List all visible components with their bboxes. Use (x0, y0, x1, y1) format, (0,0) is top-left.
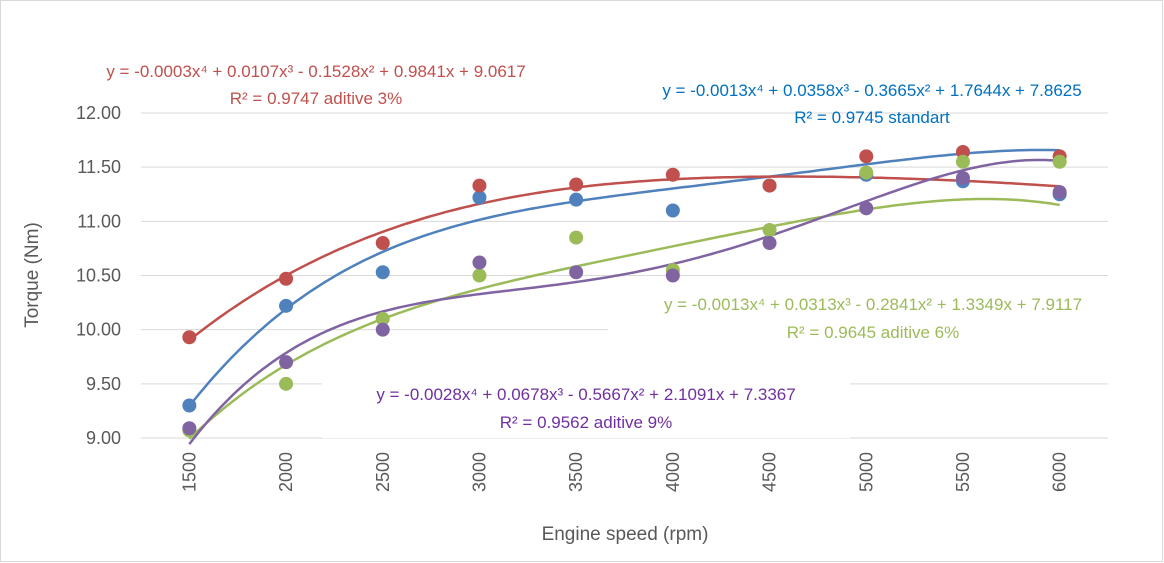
equation-label-aditive-3: y = -0.0003x⁴ + 0.0107x³ - 0.1528x² + 0.… (106, 62, 525, 108)
trendline-aditive-9- (188, 158, 1060, 445)
data-point-aditive-9- (1052, 185, 1067, 200)
y-axis-title: Torque (Nm) (22, 222, 43, 328)
equation-label-aditive-6: y = -0.0013x⁴ + 0.0313x³ - 0.2841x² + 1.… (608, 290, 1144, 348)
y-tick-label: 11.00 (77, 211, 121, 231)
equation-label-standart: y = -0.0013x⁴ + 0.0358x³ - 0.3665x² + 1.… (662, 81, 1081, 127)
data-point-aditive-3- (955, 145, 970, 159)
gridlines (141, 112, 1108, 439)
y-tick-label: 9.50 (86, 374, 121, 394)
x-tick-label: 4000 (663, 452, 683, 492)
x-tick-label: 3500 (566, 452, 586, 492)
data-point-aditive-3- (665, 167, 680, 182)
y-axis-ticks: 9.00 9.50 10.00 10.50 11.00 11.50 12.00 (76, 103, 121, 448)
data-point-aditive-3- (472, 178, 487, 193)
y-tick-label: 11.50 (77, 157, 121, 177)
equation-standart: y = -0.0013x⁴ + 0.0358x³ - 0.3665x² + 1.… (662, 81, 1081, 100)
data-point-aditive-9- (955, 171, 970, 185)
data-point-aditive-9- (279, 355, 294, 370)
data-point-aditive-6- (859, 165, 874, 180)
data-points (182, 145, 1067, 438)
r2-aditive-6: R² = 0.9645 aditive 6% (787, 323, 959, 342)
x-tick-label: 2000 (276, 452, 296, 492)
data-point-aditive-9- (182, 421, 197, 436)
data-point-aditive-3- (859, 149, 874, 164)
data-point-aditive-6- (375, 311, 390, 326)
data-point-aditive-9- (472, 255, 487, 270)
x-tick-label: 4500 (760, 452, 780, 492)
x-tick-label: 6000 (1050, 452, 1070, 492)
equation-aditive-3: y = -0.0003x⁴ + 0.0107x³ - 0.1528x² + 0.… (106, 62, 525, 81)
data-point-aditive-6- (472, 268, 487, 283)
data-point-standart (375, 265, 390, 280)
data-point-aditive-9- (569, 265, 584, 280)
x-tick-label: 2500 (373, 452, 393, 492)
r2-standart: R² = 0.9745 standart (794, 108, 950, 127)
equation-aditive-9: y = -0.0028x⁴ + 0.0678x³ - 0.5667x² + 2.… (376, 385, 795, 404)
data-point-aditive-9- (762, 236, 777, 250)
x-axis-ticks: 1500 2000 2500 3000 3500 4000 4500 5000 5500 6000 (179, 452, 1069, 492)
data-point-standart (182, 398, 197, 413)
data-point-standart (472, 190, 487, 205)
data-point-standart (665, 203, 680, 218)
x-tick-label: 1500 (179, 452, 199, 492)
x-tick-label: 5000 (856, 452, 876, 492)
equation-aditive-6: y = -0.0013x⁴ + 0.0313x³ - 0.2841x² + 1.… (664, 295, 1082, 314)
equation-label-aditive-9: y = -0.0028x⁴ + 0.0678x³ - 0.5667x² + 2.… (322, 380, 850, 438)
x-tick-label: 3000 (469, 452, 489, 492)
data-point-aditive-3- (762, 178, 777, 193)
r2-aditive-3: R² = 0.9747 aditive 3% (230, 89, 402, 108)
x-axis-title: Engine speed (rpm) (542, 524, 709, 545)
data-point-aditive-3- (375, 236, 390, 250)
data-point-aditive-9- (375, 322, 390, 337)
data-point-aditive-9- (859, 201, 874, 216)
data-point-standart (569, 192, 584, 207)
data-point-aditive-6- (955, 154, 970, 169)
y-tick-label: 10.50 (76, 266, 121, 286)
data-point-aditive-6- (1052, 154, 1067, 169)
y-tick-label: 9.00 (86, 428, 121, 448)
data-point-aditive-3- (182, 330, 197, 345)
trendline-aditive-6- (188, 197, 1060, 440)
y-tick-label: 12.00 (76, 103, 121, 123)
trendline-aditive-3- (188, 175, 1060, 342)
x-tick-label: 5500 (953, 452, 973, 492)
data-point-aditive-6- (279, 376, 294, 391)
y-tick-label: 10.00 (76, 320, 121, 340)
data-point-aditive-3- (279, 271, 294, 286)
trendline-standart (188, 148, 1060, 407)
data-point-standart (279, 298, 294, 313)
trendlines (188, 148, 1060, 445)
r2-aditive-9: R² = 0.9562 aditive 9% (500, 413, 672, 432)
data-point-aditive-3- (569, 177, 584, 192)
data-point-aditive-6- (762, 223, 777, 237)
data-point-aditive-9- (665, 268, 680, 283)
data-point-aditive-6- (569, 230, 584, 245)
